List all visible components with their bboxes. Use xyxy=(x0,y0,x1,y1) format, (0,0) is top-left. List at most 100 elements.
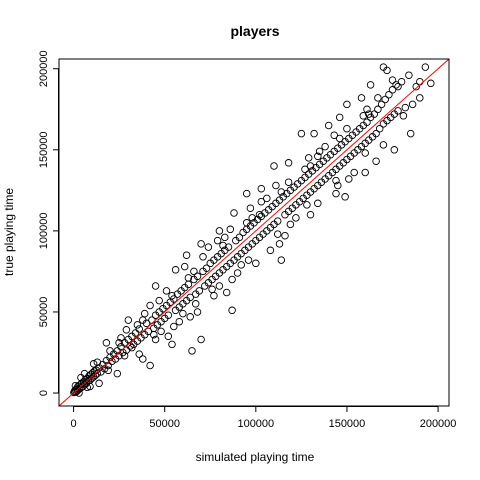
data-point-289 xyxy=(303,201,311,209)
data-point-222 xyxy=(357,94,366,102)
data-point-220 xyxy=(310,129,318,138)
x-tick-label-0: 0 xyxy=(71,418,77,430)
data-point-229 xyxy=(306,210,315,219)
data-point-317 xyxy=(248,214,256,222)
data-point-259 xyxy=(191,300,200,308)
data-point-209 xyxy=(242,189,251,198)
data-point-85 xyxy=(197,335,205,344)
data-point-296 xyxy=(314,199,322,208)
data-point-298 xyxy=(237,261,245,269)
data-point-51 xyxy=(135,325,143,333)
plot-frame xyxy=(58,58,450,407)
data-point-263 xyxy=(89,360,98,368)
data-point-218 xyxy=(257,184,266,193)
data-point-243 xyxy=(233,269,242,277)
data-point-314 xyxy=(168,291,176,300)
data-point-69 xyxy=(168,340,176,349)
x-tick-label-2: 100000 xyxy=(237,418,274,430)
data-point-205 xyxy=(343,100,351,109)
data-point-184 xyxy=(377,100,386,109)
data-point-84 xyxy=(195,287,204,295)
data-point-198 xyxy=(412,82,420,91)
data-point-261 xyxy=(133,321,142,329)
data-point-270 xyxy=(315,147,324,156)
data-point-80 xyxy=(188,347,196,355)
data-point-245 xyxy=(292,214,300,222)
data-point-287 xyxy=(244,256,253,264)
data-point-230 xyxy=(332,189,340,198)
data-point-182 xyxy=(374,105,382,114)
x-tick-label-4: 200000 xyxy=(420,418,457,430)
data-point-272 xyxy=(374,94,382,102)
data-point-312 xyxy=(117,334,125,342)
data-point-322 xyxy=(394,82,402,91)
data-point-102 xyxy=(228,306,236,315)
data-point-241 xyxy=(175,317,184,326)
data-point-321 xyxy=(365,110,373,118)
data-point-313 xyxy=(139,316,147,324)
data-point-207 xyxy=(297,129,306,138)
data-point-278 xyxy=(272,181,280,190)
data-point-203 xyxy=(383,66,391,75)
data-point-269 xyxy=(286,220,295,229)
data-point-188 xyxy=(385,90,393,99)
x-axis-title: simulated playing time xyxy=(196,450,315,464)
data-point-311 xyxy=(343,124,351,133)
x-tick-label-1: 50000 xyxy=(149,418,180,430)
data-point-244 xyxy=(263,194,271,203)
data-point-277 xyxy=(242,219,251,227)
data-point-228 xyxy=(281,231,289,240)
data-point-194 xyxy=(397,77,406,86)
data-point-210 xyxy=(215,227,224,235)
data-point-28 xyxy=(93,369,102,378)
data-point-308 xyxy=(255,210,264,219)
data-point-26 xyxy=(91,371,100,379)
data-point-251 xyxy=(151,335,160,344)
data-point-181 xyxy=(372,129,380,138)
data-point-291 xyxy=(361,149,369,157)
data-point-197 xyxy=(408,100,417,109)
data-point-281 xyxy=(359,112,368,120)
data-point-180 xyxy=(370,110,379,118)
data-point-248 xyxy=(379,141,388,149)
y-tick-label-4: 200000 xyxy=(38,50,50,87)
chart-title: players xyxy=(230,23,279,39)
data-point-242 xyxy=(204,243,213,251)
data-point-300 xyxy=(179,309,187,318)
data-point-258 xyxy=(221,233,229,242)
data-point-79 xyxy=(186,293,194,302)
data-point-193 xyxy=(394,107,402,115)
data-point-195 xyxy=(401,103,410,112)
data-point-196 xyxy=(405,71,413,79)
data-point-301 xyxy=(150,330,158,339)
reference-line-layer xyxy=(58,58,450,407)
data-point-129 xyxy=(277,256,286,264)
data-point-315 xyxy=(190,267,198,276)
data-point-223 xyxy=(135,350,143,358)
data-point-215 xyxy=(171,266,180,274)
data-point-280 xyxy=(330,131,338,139)
data-point-309 xyxy=(284,178,293,186)
data-point-56 xyxy=(144,327,153,336)
y-axis-title: true playing time xyxy=(2,188,16,276)
data-point-253 xyxy=(246,204,255,212)
data-point-217 xyxy=(230,209,238,217)
x-tick-label-3: 150000 xyxy=(329,418,366,430)
data-point-283 xyxy=(128,343,136,352)
data-point-232 xyxy=(390,146,399,154)
y-tick-label-1: 50000 xyxy=(38,297,50,328)
data-point-186 xyxy=(381,95,389,104)
data-point-271 xyxy=(345,175,353,183)
data-point-213 xyxy=(124,316,133,324)
data-point-306 xyxy=(93,358,102,366)
data-point-67 xyxy=(164,311,173,319)
data-point-201 xyxy=(427,79,435,88)
data-point-219 xyxy=(284,159,293,167)
data-point-212 xyxy=(151,282,160,290)
data-point-53 xyxy=(139,355,147,363)
data-point-299 xyxy=(208,285,216,294)
identity-reference-line xyxy=(58,58,450,407)
data-point-310 xyxy=(314,152,322,161)
data-point-265 xyxy=(170,322,178,331)
